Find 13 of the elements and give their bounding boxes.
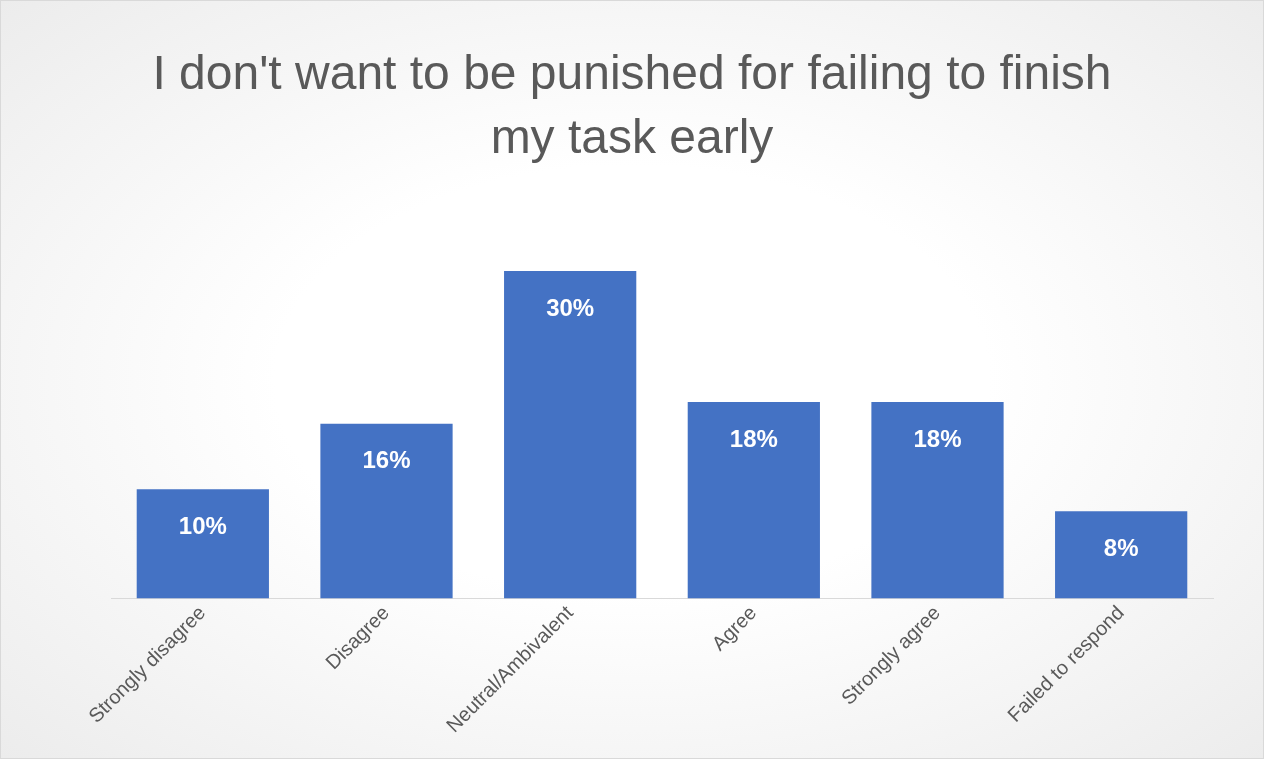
data-label: 16% — [362, 446, 411, 474]
data-label: 18% — [729, 424, 778, 452]
bar — [687, 402, 820, 599]
bar — [136, 489, 269, 599]
bar — [871, 402, 1004, 599]
data-label: 8% — [1103, 533, 1139, 561]
data-label: 10% — [178, 511, 227, 539]
bar — [320, 423, 453, 599]
data-label: 18% — [913, 424, 962, 452]
bar — [504, 271, 637, 599]
chart-title: I don't want to be punished for failing to finish my task early — [152, 45, 1112, 165]
data-label: 30% — [546, 293, 595, 321]
bar — [1055, 511, 1188, 599]
